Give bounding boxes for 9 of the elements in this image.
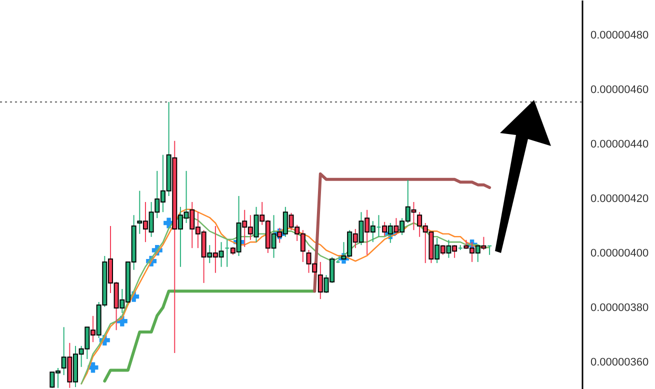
y-tick-label: 0.00000480 xyxy=(590,29,649,42)
y-tick-label: 0.00000360 xyxy=(590,356,649,369)
y-tick-label: 0.00000420 xyxy=(590,192,649,205)
line-series xyxy=(103,290,316,383)
line-series xyxy=(313,172,492,293)
y-tick-label: 0.00000460 xyxy=(590,84,649,96)
y-tick-label: 0.00000400 xyxy=(590,247,649,260)
y-tick-label: 0.00000380 xyxy=(590,302,649,314)
y-tick-label: 0.00000440 xyxy=(590,138,649,150)
